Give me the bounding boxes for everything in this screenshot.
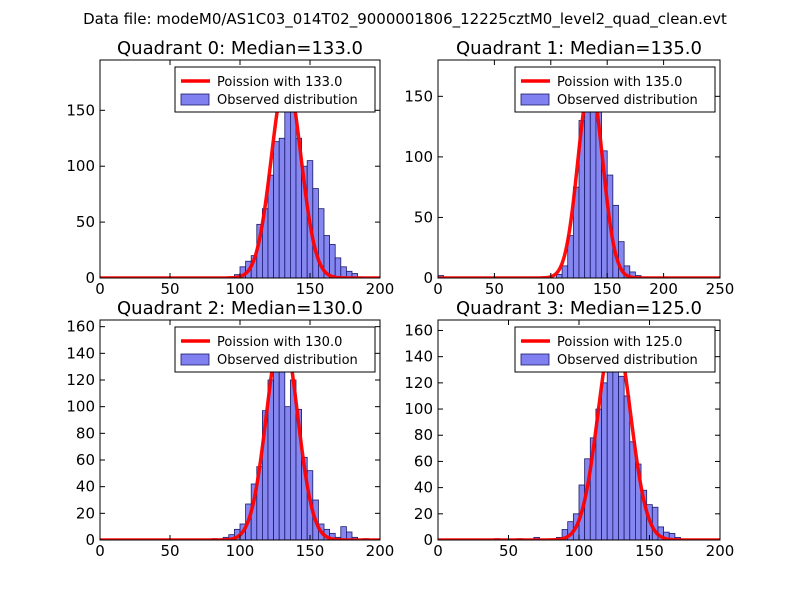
x-tick-label: 150 [593,280,622,298]
legend-label-observed: Observed distribution [217,353,358,368]
plot-content [438,82,720,278]
legend-label-fit: Poission with 135.0 [557,75,682,90]
panel-quadrant-1: 0 50 100 150 200 250 0 50 100 150 Quadrant 1: Medi… [404,38,734,298]
y-tick-label: 0 [423,531,433,549]
histogram-bar [329,244,336,278]
x-tick-label: 0 [433,280,443,298]
legend-label-fit: Poission with 133.0 [217,75,342,90]
y-tick-label: 20 [414,505,433,523]
legend: Poission with 133.0 Observed distribution [174,66,376,113]
histogram-bar [589,83,597,278]
histogram-bar [556,273,563,278]
legend-label-observed: Observed distribution [557,93,698,108]
y-tick-label: 140 [66,344,95,362]
histogram-bar [273,141,280,278]
y-tick-label: 50 [414,208,433,226]
panel-quadrant-2: 0 50 100 150 200 0 20 40 60 80 100 120 140 160 Quadran… [66,298,394,560]
histogram-bar [668,533,676,540]
x-tick-label: 200 [649,280,678,298]
y-tick-label: 20 [76,504,95,522]
y-tick-label: 100 [404,400,433,418]
figure-title: Data file: modeM0/AS1C03_014T02_90000018… [83,10,727,29]
y-tick-label: 60 [414,452,433,470]
y-tick-label: 150 [66,101,95,119]
x-tick-label: 100 [226,542,255,560]
legend: Poission with 125.0 Observed distribution [514,326,716,373]
x-tick-label: 150 [296,542,325,560]
y-tick-label: 160 [66,318,95,336]
fit-curve [100,328,380,540]
x-tick-label: 100 [536,280,565,298]
x-tick-label: 200 [366,280,395,298]
legend-bar-swatch [520,93,550,106]
panel-quadrant-0: 0 50 100 150 200 0 50 100 150 Quadrant 0: Median=… [66,38,394,298]
y-tick-label: 0 [423,269,433,287]
x-tick-label: 200 [366,542,395,560]
y-tick-label: 160 [404,321,433,339]
legend: Poission with 135.0 Observed distribution [514,66,716,113]
axes-frame [437,59,721,279]
histogram-bar [334,257,342,278]
histogram-bar [345,531,353,540]
x-tick-label: 50 [499,542,518,560]
legend-label-fit: Poission with 125.0 [557,335,682,350]
y-tick-label: 40 [414,479,433,497]
y-tick-label: 100 [404,148,433,166]
histogram-bar [623,395,631,540]
x-tick-label: 50 [485,280,504,298]
y-tick-label: 80 [414,426,433,444]
histogram-bar [601,382,608,540]
x-tick-label: 0 [433,542,443,560]
y-tick-label: 140 [404,348,433,366]
x-tick-label: 50 [160,542,179,560]
x-tick-label: 100 [226,280,255,298]
histogram-bar [312,188,319,278]
y-tick-label: 0 [85,531,95,549]
legend-bar-swatch [520,353,550,366]
fit-curve [438,82,720,278]
histogram-bar [584,95,591,278]
legend-bar-swatch [180,93,210,106]
panel-title: Quadrant 1: Median=135.0 [456,38,702,59]
panel-title: Quadrant 2: Median=130.0 [117,298,363,319]
panel-quadrant-3: 0 50 100 150 200 0 20 40 60 80 100 120 140 160 Quadran… [404,298,734,560]
histogram-bar [618,375,625,540]
histogram-bar [340,526,347,540]
x-tick-label: 100 [565,542,594,560]
histogram-bar [284,406,291,540]
x-tick-label: 0 [95,280,105,298]
panel-title: Quadrant 3: Median=125.0 [456,298,702,319]
y-tick-label: 100 [66,157,95,175]
x-tick-label: 50 [160,280,179,298]
histogram-bar [278,352,286,540]
legend-label-observed: Observed distribution [557,353,698,368]
y-tick-label: 120 [404,374,433,392]
legend-label-fit: Poission with 130.0 [217,335,342,350]
x-tick-label: 250 [706,280,735,298]
y-tick-label: 150 [404,87,433,105]
panel-title: Quadrant 0: Median=133.0 [117,38,363,59]
y-tick-label: 40 [76,478,95,496]
y-tick-label: 50 [76,213,95,231]
x-tick-label: 150 [635,542,664,560]
y-tick-label: 80 [76,424,95,442]
histogram-bar [561,265,569,278]
x-tick-label: 150 [296,280,325,298]
legend-label-observed: Observed distribution [217,93,358,108]
y-tick-label: 0 [85,269,95,287]
x-tick-label: 0 [95,542,105,560]
x-tick-label: 200 [706,542,735,560]
y-tick-label: 120 [66,371,95,389]
legend: Poission with 130.0 Observed distribution [174,326,376,373]
y-tick-label: 100 [66,398,95,416]
legend-bar-swatch [180,353,210,366]
histogram-bar [278,137,286,278]
y-tick-label: 60 [76,451,95,469]
